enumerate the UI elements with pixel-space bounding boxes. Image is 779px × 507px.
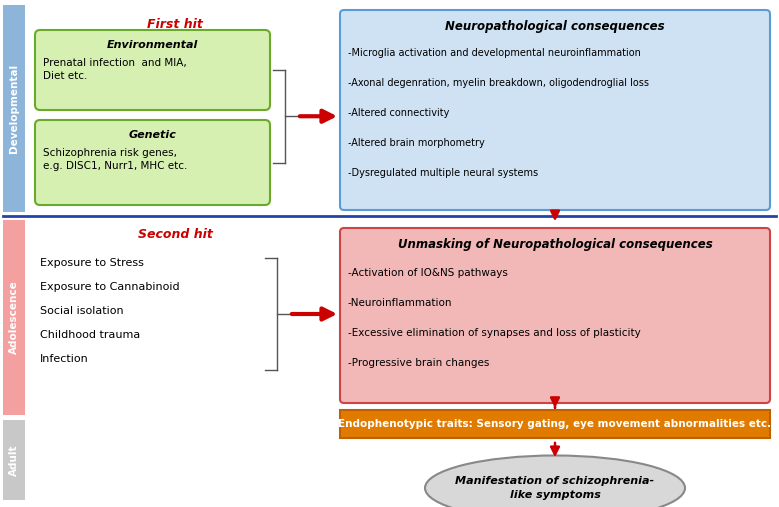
Text: Genetic: Genetic bbox=[129, 130, 176, 140]
Text: Schizophrenia risk genes,
e.g. DISC1, Nurr1, MHC etc.: Schizophrenia risk genes, e.g. DISC1, Nu… bbox=[43, 148, 188, 171]
Text: Unmasking of Neuropathological consequences: Unmasking of Neuropathological consequen… bbox=[397, 238, 712, 251]
Text: Adolescence: Adolescence bbox=[9, 281, 19, 354]
Text: Second hit: Second hit bbox=[138, 228, 213, 241]
Text: Exposure to Stress: Exposure to Stress bbox=[40, 258, 144, 268]
Text: -Altered connectivity: -Altered connectivity bbox=[348, 108, 449, 118]
Ellipse shape bbox=[425, 455, 685, 507]
Text: -Altered brain morphometry: -Altered brain morphometry bbox=[348, 138, 485, 148]
Text: -Microglia activation and developmental neuroinflammation: -Microglia activation and developmental … bbox=[348, 48, 641, 58]
Text: Manifestation of schizophrenia-
like symptoms: Manifestation of schizophrenia- like sym… bbox=[456, 477, 654, 499]
Text: Social isolation: Social isolation bbox=[40, 306, 124, 316]
Text: Prenatal infection  and MIA,
Diet etc.: Prenatal infection and MIA, Diet etc. bbox=[43, 58, 187, 81]
FancyBboxPatch shape bbox=[35, 120, 270, 205]
Text: First hit: First hit bbox=[147, 18, 203, 31]
Text: Infection: Infection bbox=[40, 354, 89, 364]
Text: -Excessive elimination of synapses and loss of plasticity: -Excessive elimination of synapses and l… bbox=[348, 328, 641, 338]
Bar bbox=[3, 420, 25, 500]
Bar bbox=[3, 5, 25, 212]
Text: Developmental: Developmental bbox=[9, 64, 19, 153]
Text: -Neuroinflammation: -Neuroinflammation bbox=[348, 298, 453, 308]
Text: -Axonal degenration, myelin breakdown, oligodendroglial loss: -Axonal degenration, myelin breakdown, o… bbox=[348, 78, 649, 88]
FancyBboxPatch shape bbox=[340, 10, 770, 210]
Text: Neuropathological consequences: Neuropathological consequences bbox=[445, 20, 664, 33]
Text: -Activation of IO&NS pathways: -Activation of IO&NS pathways bbox=[348, 268, 508, 278]
FancyBboxPatch shape bbox=[35, 30, 270, 110]
Text: Adult: Adult bbox=[9, 444, 19, 476]
Text: Environmental: Environmental bbox=[107, 40, 198, 50]
Bar bbox=[3, 220, 25, 415]
FancyBboxPatch shape bbox=[340, 228, 770, 403]
Bar bbox=[340, 410, 770, 438]
Text: Childhood trauma: Childhood trauma bbox=[40, 330, 140, 340]
Text: Endophenotypic traits: Sensory gating, eye movement abnormalities etc.: Endophenotypic traits: Sensory gating, e… bbox=[338, 419, 771, 429]
Text: Exposure to Cannabinoid: Exposure to Cannabinoid bbox=[40, 282, 180, 292]
Text: -Progressive brain changes: -Progressive brain changes bbox=[348, 358, 489, 368]
Text: -Dysregulated multiple neural systems: -Dysregulated multiple neural systems bbox=[348, 168, 538, 178]
